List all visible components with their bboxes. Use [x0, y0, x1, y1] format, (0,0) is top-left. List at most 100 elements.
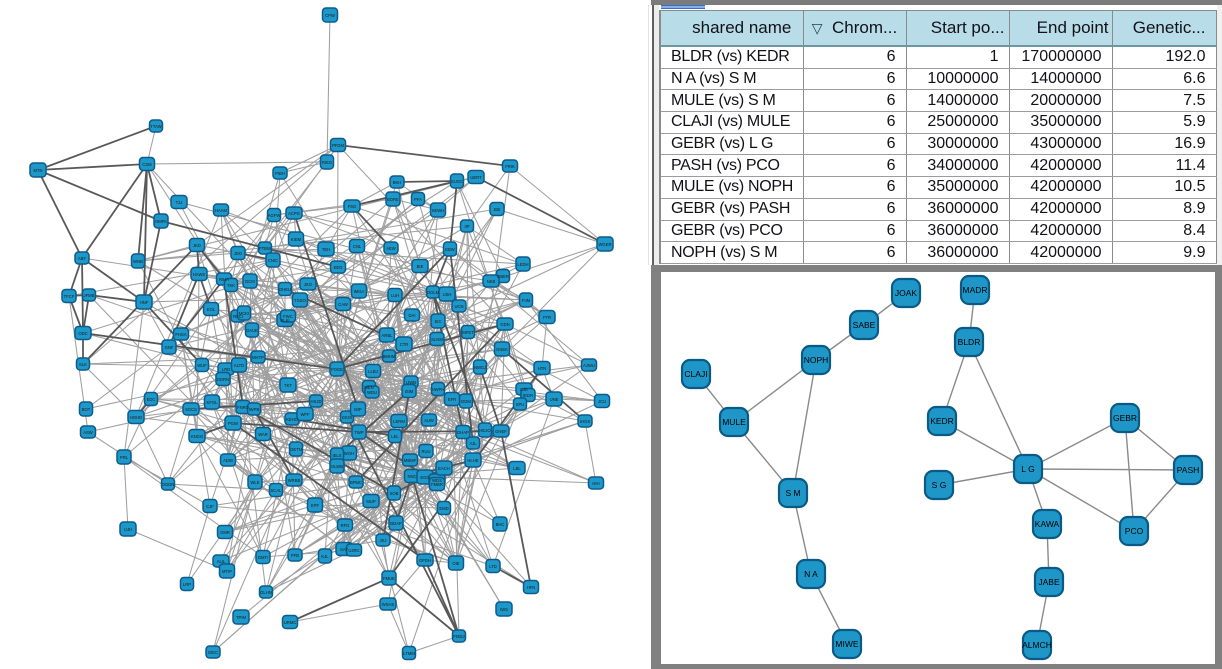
svg-text:LLBJ: LLBJ — [368, 369, 378, 374]
svg-text:HNF: HNF — [140, 300, 149, 305]
svg-text:PFA: PFA — [414, 197, 422, 202]
svg-text:GMR: GMR — [220, 530, 230, 535]
svg-text:DAI: DAI — [409, 313, 416, 318]
svg-text:BDAP: BDAP — [390, 521, 402, 526]
svg-text:EEO: EEO — [334, 265, 344, 270]
svg-text:KFGL: KFGL — [207, 400, 219, 405]
svg-text:PIBH: PIBH — [275, 171, 285, 176]
svg-text:WDU: WDU — [367, 390, 377, 395]
svg-text:EMD: EMD — [439, 506, 448, 511]
svg-text:BMHM: BMHM — [383, 354, 396, 359]
svg-text:TKT: TKT — [284, 383, 292, 388]
svg-text:NKB: NKB — [487, 279, 496, 284]
svg-text:MTN: MTN — [33, 168, 42, 173]
svg-text:WRBB: WRBB — [288, 478, 301, 483]
svg-text:UERT: UERT — [470, 175, 482, 180]
svg-text:EDC: EDC — [147, 397, 156, 402]
svg-text:BLDR: BLDR — [958, 337, 981, 347]
svg-text:PFB: PFB — [291, 553, 299, 558]
svg-text:UJRC: UJRC — [348, 548, 359, 553]
svg-text:MADR: MADR — [962, 285, 987, 295]
svg-text:OAUE: OAUE — [246, 328, 258, 333]
svg-text:MEN: MEN — [364, 385, 373, 390]
svg-text:GIEC: GIEC — [208, 650, 218, 655]
svg-text:LERM: LERM — [393, 419, 405, 424]
svg-text:NOPH: NOPH — [804, 355, 829, 365]
svg-text:URMC: URMC — [284, 620, 297, 625]
svg-text:DHAP: DHAP — [457, 430, 469, 435]
svg-text:GLWB: GLWB — [331, 464, 343, 469]
svg-text:SUGC: SUGC — [451, 179, 463, 184]
svg-text:TWP: TWP — [354, 430, 364, 435]
svg-text:TEH: TEH — [322, 247, 330, 252]
svg-text:WLE: WLE — [250, 480, 259, 485]
svg-text:AGFW: AGFW — [268, 213, 281, 218]
svg-text:LBL: LBL — [513, 466, 521, 471]
svg-text:HOHD: HOHD — [130, 415, 142, 420]
svg-text:JOAK: JOAK — [895, 288, 918, 298]
svg-text:S M: S M — [785, 488, 800, 498]
svg-text:SCAL: SCAL — [271, 488, 283, 493]
svg-text:AJWU: AJWU — [583, 363, 595, 368]
svg-text:ALIL: ALIL — [217, 559, 226, 564]
svg-text:KAWA: KAWA — [1035, 519, 1060, 529]
svg-text:EBI: EBI — [494, 207, 501, 212]
svg-text:IEDR: IEDR — [523, 393, 533, 398]
svg-text:DDRN: DDRN — [217, 377, 229, 382]
svg-text:JFMB: JFMB — [84, 293, 95, 298]
svg-text:RFG: RFG — [341, 523, 350, 528]
svg-text:OGDN: OGDN — [162, 482, 175, 487]
svg-text:CTR: CTR — [400, 342, 409, 347]
svg-text:HAAM: HAAM — [215, 208, 228, 213]
svg-text:IWPB: IWPB — [249, 407, 260, 412]
svg-text:LEL: LEL — [391, 434, 399, 439]
svg-text:SLNM: SLNM — [431, 337, 443, 342]
svg-text:PCO: PCO — [1125, 526, 1144, 536]
svg-text:SOCS: SOCS — [185, 407, 197, 412]
svg-text:OOLM: OOLM — [427, 290, 440, 295]
svg-text:BIE: BIE — [417, 264, 424, 269]
svg-text:EGG: EGG — [420, 475, 429, 480]
svg-text:HTN: HTN — [538, 366, 547, 371]
svg-text:CJE: CJE — [520, 387, 528, 392]
svg-text:CPW: CPW — [325, 13, 335, 18]
svg-text:JDO: JDO — [234, 251, 243, 256]
svg-text:EACH: EACH — [438, 466, 450, 471]
svg-text:FTBW: FTBW — [259, 246, 271, 251]
svg-text:SIC: SIC — [435, 319, 442, 324]
svg-text:PJM: PJM — [522, 298, 531, 303]
svg-text:WGER: WGER — [598, 242, 611, 247]
svg-text:FSG: FSG — [348, 204, 357, 209]
svg-text:LRP: LRP — [183, 582, 191, 587]
svg-text:GNEK: GNEK — [496, 347, 508, 352]
svg-text:SPU: SPU — [516, 402, 525, 407]
svg-text:AJL: AJL — [469, 441, 477, 446]
svg-text:MULE: MULE — [722, 417, 746, 427]
svg-text:EOL: EOL — [207, 307, 216, 312]
svg-text:WAR: WAR — [258, 432, 268, 437]
svg-text:RFCI: RFCI — [233, 314, 243, 319]
svg-text:WOH: WOH — [344, 451, 354, 456]
svg-text:WDS: WDS — [432, 478, 442, 483]
svg-text:HWPH: HWPH — [432, 387, 445, 392]
svg-text:FOGE: FOGE — [331, 367, 343, 372]
svg-text:FMDJ: FMDJ — [453, 634, 464, 639]
svg-text:OIE: OIE — [452, 561, 459, 566]
svg-text:KEDR: KEDR — [930, 416, 954, 426]
svg-text:IHGS: IHGS — [580, 419, 590, 424]
svg-text:RIEG: RIEG — [322, 160, 332, 165]
svg-text:BHC: BHC — [496, 522, 505, 527]
svg-text:MTIP: MTIP — [222, 569, 232, 574]
svg-text:LTD: LTD — [489, 564, 497, 569]
svg-text:JKJ: JKJ — [380, 538, 387, 543]
svg-text:TPIM: TPIM — [236, 615, 247, 620]
svg-text:AUW: AUW — [424, 418, 434, 423]
svg-text:BPMC: BPMC — [350, 480, 362, 485]
svg-text:FMUE: FMUE — [383, 576, 395, 581]
svg-text:FNRO: FNRO — [237, 405, 250, 410]
svg-text:PGW: PGW — [228, 421, 238, 426]
svg-text:JKD: JKD — [193, 243, 201, 248]
svg-text:FWC: FWC — [283, 314, 293, 319]
svg-text:NMGJ: NMGJ — [474, 365, 486, 370]
svg-text:ODC: ODC — [78, 331, 87, 336]
